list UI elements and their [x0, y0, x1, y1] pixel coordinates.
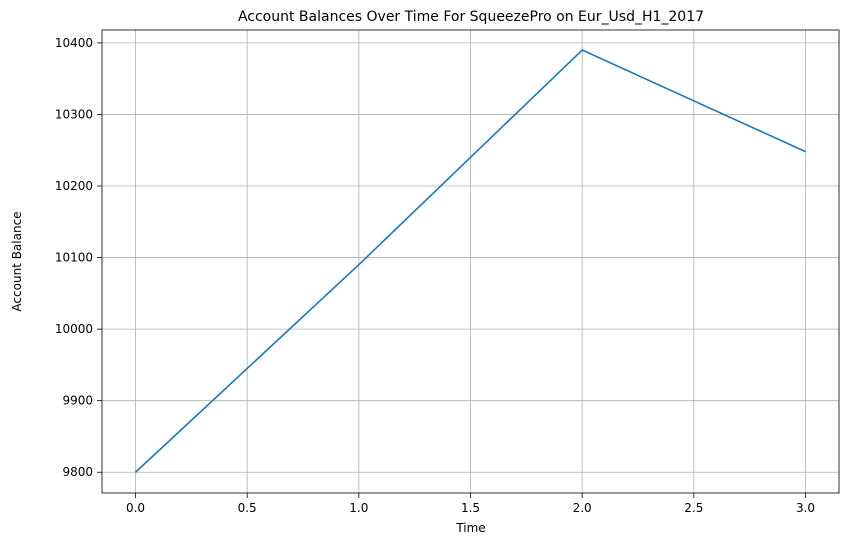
ticks: 0.0 0.5 1.0 1.5 2.0 2.5 3.0 9800 9900 10000 10100 1…: [55, 36, 815, 515]
y-tick-label: 10400: [55, 36, 93, 50]
series-layer: [134, 49, 806, 473]
series-line: [134, 49, 806, 473]
y-tick-label: 10300: [55, 107, 93, 121]
x-tick-label: 2.5: [684, 501, 703, 515]
x-tick-label: 1.0: [349, 501, 368, 515]
x-tick-label: 2.0: [573, 501, 592, 515]
x-tick-label: 0.5: [238, 501, 257, 515]
y-tick-label: 9900: [62, 394, 93, 408]
plot-frame: [101, 29, 840, 494]
y-tick-label: 10100: [55, 251, 93, 265]
y-tick-label: 10000: [55, 322, 93, 336]
y-tick-label: 10200: [55, 179, 93, 193]
y-axis-label: Account Balance: [10, 211, 24, 311]
x-axis-label: Time: [455, 521, 485, 535]
y-tick-label: 9800: [62, 465, 93, 479]
grid: [102, 30, 839, 493]
chart-title: Account Balances Over Time For SqueezePr…: [238, 9, 704, 25]
x-tick-label: 1.5: [461, 501, 480, 515]
x-tick-label: 0.0: [126, 501, 145, 515]
x-tick-label: 3.0: [796, 501, 815, 515]
